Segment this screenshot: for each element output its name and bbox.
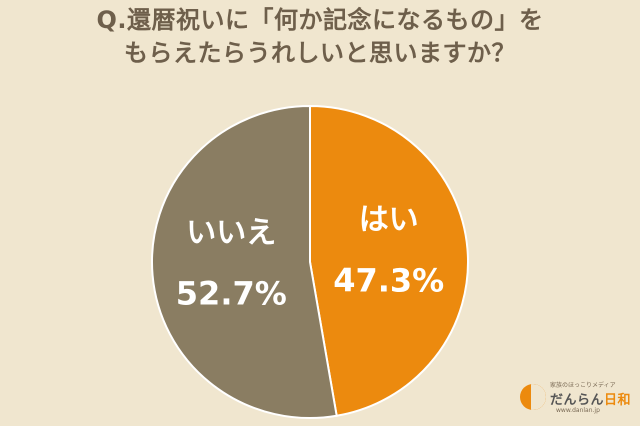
chart-title: Q.還暦祝いに「何か記念になるもの」を もらえたらうれしいと思いますか？ [0, 4, 640, 70]
pie-label-name-2: いいえ [186, 216, 276, 251]
site-logo: 家族のほっこりメディア だんらん日和 www.danlan.jp [520, 376, 631, 420]
pie-labels: はい 47.3% いいえ 52.7% [176, 202, 444, 312]
pie-label-name-1: はい [359, 202, 419, 237]
logo-name-part-1: だんらん [550, 393, 605, 408]
chart-title-line-1: Q.還暦祝いに「何か記念になるもの」を [96, 6, 544, 34]
pie-label-value-2: 52.7% [176, 275, 287, 313]
logo-tagline: 家族のほっこりメディア [550, 382, 616, 389]
logo-name-part-2: 日和 [604, 393, 632, 408]
pie-label-value-1: 47.3% [333, 261, 444, 299]
chart-title-line-2: もらえたらうれしいと思いますか？ [124, 39, 516, 67]
logo-name: だんらん日和 [550, 389, 631, 408]
logo-mark-icon [520, 384, 546, 410]
logo-url: www.danlan.jp [556, 407, 600, 414]
pie-slice-1 [309, 104, 469, 417]
pie-slice-2 [151, 104, 338, 419]
pie-slices [151, 104, 469, 419]
